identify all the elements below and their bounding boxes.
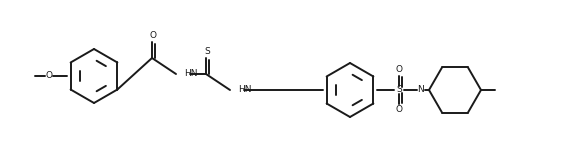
Text: O: O	[149, 31, 156, 41]
Text: S: S	[204, 48, 210, 56]
Text: O: O	[396, 66, 403, 75]
Text: HN: HN	[184, 69, 198, 79]
Text: S: S	[396, 86, 402, 94]
Text: N: N	[418, 86, 424, 94]
Text: O: O	[396, 106, 403, 114]
Text: O: O	[45, 72, 52, 80]
Text: HN: HN	[238, 86, 252, 94]
